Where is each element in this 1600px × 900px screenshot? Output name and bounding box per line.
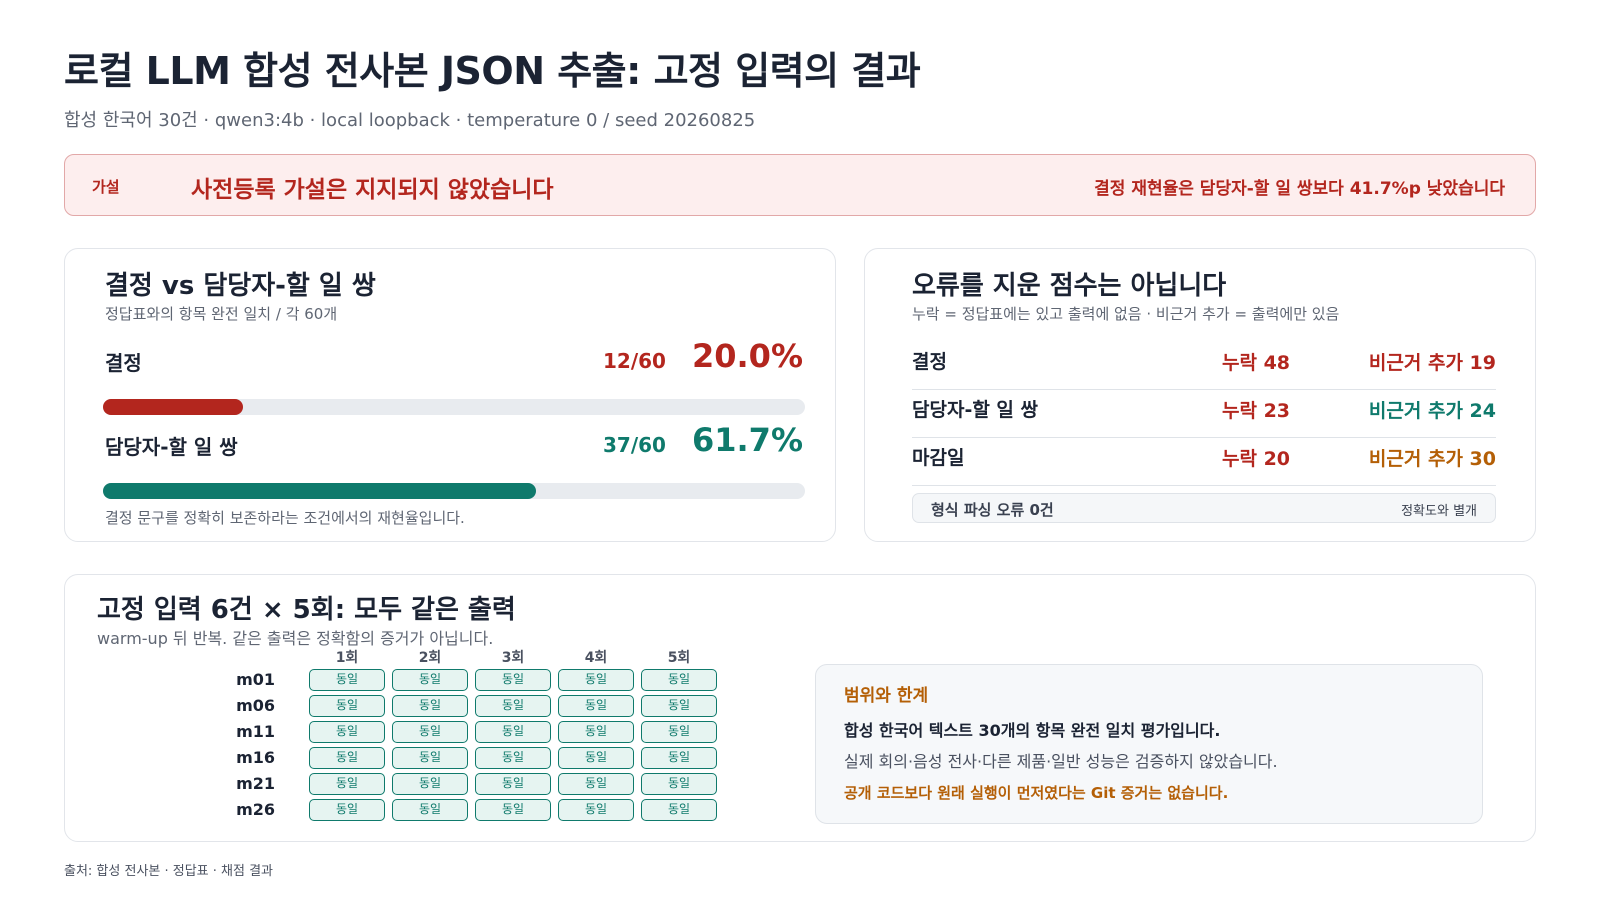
repeat-cell: 동일 [558, 747, 634, 769]
repeat-cell: 동일 [309, 721, 385, 743]
error-row-missing: 누락 23 [1222, 400, 1291, 422]
repeat-cell: 동일 [475, 721, 551, 743]
error-row-name: 담당자-할 일 쌍 [912, 399, 1038, 421]
progress-track-owner-task [103, 483, 805, 499]
progress-fill-decision [103, 399, 244, 415]
scope-box: 범위와 한계 합성 한국어 텍스트 30개의 항목 완전 일치 평가입니다. 실… [815, 664, 1483, 824]
input-row-header: m01 [236, 670, 275, 689]
repeat-cell: 동일 [392, 747, 468, 769]
repeat-cell: 동일 [475, 695, 551, 717]
repeat-cell: 동일 [641, 669, 717, 691]
run-column-header: 3회 [501, 650, 525, 666]
scope-line-3: 공개 코드보다 원래 실행이 먼저였다는 Git 증거는 없습니다. [844, 784, 1229, 802]
repeat-cell: 동일 [641, 721, 717, 743]
error-row-name: 결정 [912, 351, 947, 373]
repeat-cell: 동일 [558, 695, 634, 717]
repeat-cell: 동일 [641, 747, 717, 769]
hypothesis-banner: 가설 사전등록 가설은 지지되지 않았습니다 결정 재현율은 담당자-할 일 쌍… [64, 154, 1536, 216]
error-row-extra: 비근거 추가 19 [1368, 352, 1496, 374]
metric-percent-owner-task: 61.7% [691, 421, 803, 459]
run-column-header: 4회 [584, 650, 608, 666]
scope-title: 범위와 한계 [844, 686, 929, 706]
input-row-header: m16 [236, 748, 275, 767]
repeat-cell: 동일 [558, 669, 634, 691]
scope-line-1: 합성 한국어 텍스트 30개의 항목 완전 일치 평가입니다. [844, 721, 1221, 740]
error-card: 오류를 지운 점수는 아닙니다 누락 = 정답표에는 있고 출력에 없음 · 비… [864, 248, 1536, 542]
run-column-header: 2회 [418, 650, 442, 666]
row-divider [912, 485, 1496, 486]
page-subtitle: 합성 한국어 30건 · qwen3:4b · local loopback ·… [64, 110, 756, 131]
repeat-cell: 동일 [309, 747, 385, 769]
hypothesis-tag: 가설 [92, 178, 120, 196]
input-row-header: m06 [236, 696, 275, 715]
repeat-cell: 동일 [558, 773, 634, 795]
error-row-extra: 비근거 추가 30 [1368, 448, 1496, 470]
scope-line-2: 실제 회의·음성 전사·다른 제품·일반 성능은 검증하지 않았습니다. [844, 752, 1278, 771]
run-column-header: 5회 [667, 650, 691, 666]
error-row-owner-task: 담당자-할 일 쌍 누락 23 비근거 추가 24 [912, 383, 1496, 431]
repeat-cell: 동일 [558, 721, 634, 743]
error-row-missing: 누락 20 [1222, 448, 1291, 470]
repeat-cell: 동일 [475, 773, 551, 795]
error-row-deadline: 마감일 누락 20 비근거 추가 30 [912, 431, 1496, 479]
metric-fraction-owner-task: 37/60 [603, 433, 666, 457]
repeat-cell: 동일 [475, 747, 551, 769]
metric-percent-decision: 20.0% [691, 337, 803, 375]
parse-error-box: 형식 파싱 오류 0건 정확도와 별개 [912, 493, 1496, 523]
row-divider [912, 437, 1496, 438]
error-row-missing: 누락 48 [1222, 352, 1291, 374]
input-row-header: m11 [236, 722, 275, 741]
source-note: 출처: 합성 전사본 · 정답표 · 채점 결과 [64, 864, 274, 879]
repeat-cell: 동일 [641, 695, 717, 717]
page-title: 로컬 LLM 합성 전사본 JSON 추출: 고정 입력의 결과 [64, 49, 921, 93]
error-card-title: 오류를 지운 점수는 아닙니다 [912, 271, 1227, 301]
repeat-cell: 동일 [309, 695, 385, 717]
repeat-cell: 동일 [475, 669, 551, 691]
input-row-header: m21 [236, 774, 275, 793]
error-row-name: 마감일 [912, 447, 965, 469]
repeat-cell: 동일 [392, 721, 468, 743]
hypothesis-headline: 사전등록 가설은 지지되지 않았습니다 [191, 177, 554, 203]
repeat-card-caption: warm-up 뒤 반복. 같은 출력은 정확함의 증거가 아닙니다. [97, 629, 494, 648]
repeat-cell: 동일 [475, 799, 551, 821]
repeat-cell: 동일 [392, 669, 468, 691]
parse-error-count: 형식 파싱 오류 0건 [931, 501, 1054, 519]
repeat-cell: 동일 [309, 669, 385, 691]
run-column-header: 1회 [335, 650, 359, 666]
repeat-cell: 동일 [392, 773, 468, 795]
error-row-extra: 비근거 추가 24 [1368, 400, 1496, 422]
repeat-cell: 동일 [392, 799, 468, 821]
repeat-cell: 동일 [641, 773, 717, 795]
input-row-header: m26 [236, 800, 275, 819]
error-card-caption: 누락 = 정답표에는 있고 출력에 없음 · 비근거 추가 = 출력에만 있음 [912, 305, 1340, 323]
repeat-cell: 동일 [558, 799, 634, 821]
progress-fill-owner-task [103, 483, 537, 499]
recall-card: 결정 vs 담당자-할 일 쌍 정답표와의 항목 완전 일치 / 각 60개 결… [64, 248, 836, 542]
hypothesis-detail: 결정 재현율은 담당자-할 일 쌍보다 41.7%p 낮았습니다 [1094, 179, 1505, 199]
repeat-cell: 동일 [309, 773, 385, 795]
metric-fraction-decision: 12/60 [603, 349, 666, 373]
parse-error-note: 정확도와 별개 [1401, 504, 1477, 519]
row-divider [912, 389, 1496, 390]
repeat-card-title: 고정 입력 6건 × 5회: 모두 같은 출력 [97, 595, 516, 625]
recall-card-caption: 정답표와의 항목 완전 일치 / 각 60개 [105, 305, 338, 323]
recall-card-title: 결정 vs 담당자-할 일 쌍 [105, 271, 376, 301]
repeat-cell: 동일 [641, 799, 717, 821]
error-row-decision: 결정 누락 48 비근거 추가 19 [912, 335, 1496, 383]
metric-label-decision: 결정 [105, 351, 142, 375]
metric-label-owner-task: 담당자-할 일 쌍 [105, 435, 238, 459]
recall-footnote: 결정 문구를 정확히 보존하라는 조건에서의 재현율입니다. [105, 509, 465, 527]
repeat-cell: 동일 [392, 695, 468, 717]
repeat-cell: 동일 [309, 799, 385, 821]
progress-track-decision [103, 399, 805, 415]
